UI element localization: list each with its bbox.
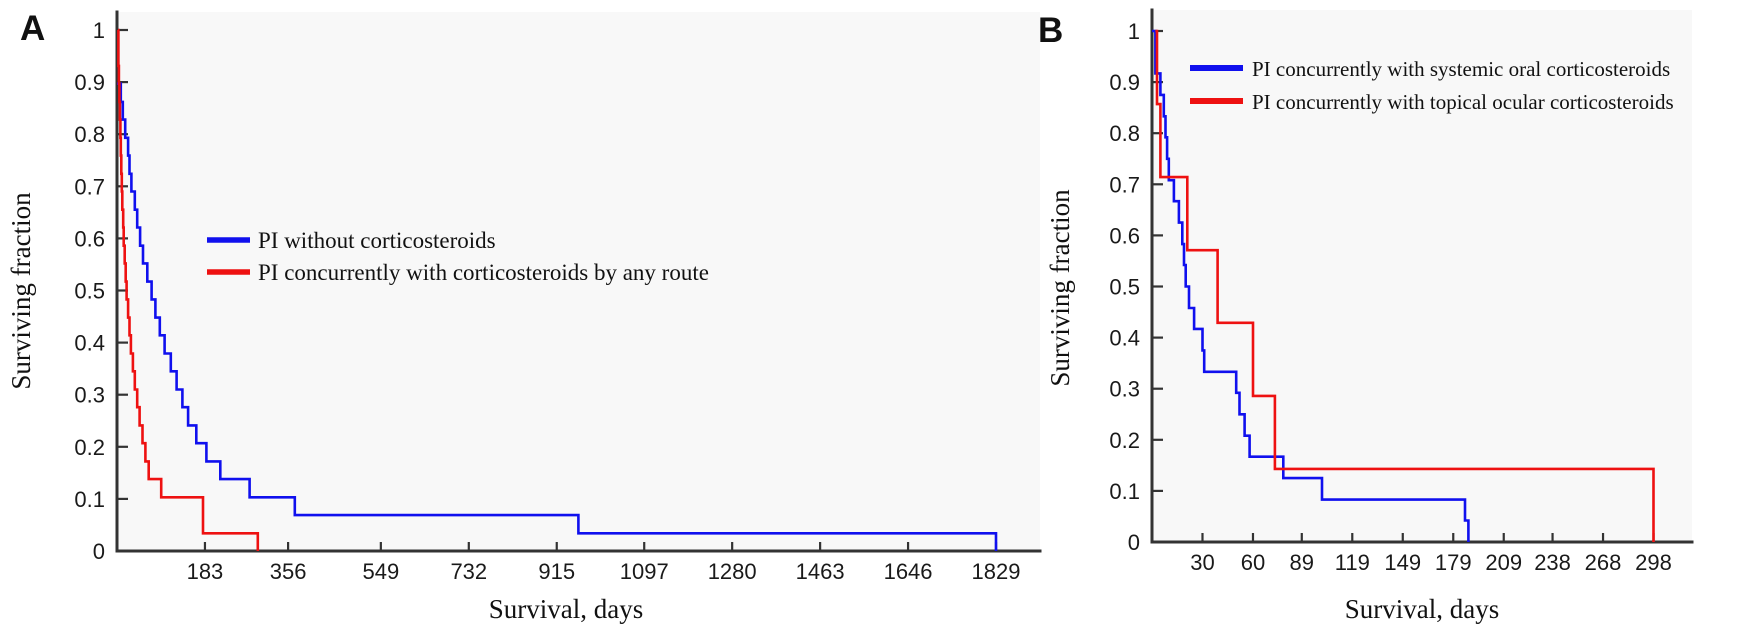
y-tick-label: 0.5 (1109, 275, 1140, 300)
x-tick-label: 149 (1384, 550, 1421, 575)
x-tick-label: 119 (1335, 550, 1370, 575)
survival-curve (1155, 29, 1655, 542)
panel-a: 183 356 549 732 915 1097 1280 1463 1646 1829 0 0.1 0… (6, 9, 1042, 624)
x-tick-label: 915 (538, 559, 575, 584)
survival-curve (117, 82, 998, 551)
y-tick-label: 1 (1128, 19, 1140, 44)
y-tick-label: 0.8 (1109, 121, 1140, 146)
legend-label: PI without corticosteroids (258, 228, 496, 253)
y-tick-label: 0.6 (1109, 223, 1140, 248)
x-tick-label: 356 (270, 559, 307, 584)
x-tick-label: 209 (1485, 550, 1522, 575)
y-tick-label: 0.1 (1109, 479, 1140, 504)
panel-b-x-axis-title: Survival, days (1345, 594, 1500, 624)
panel-b: 30 60 89 119 149 179 209 238 268 298 0 0.1 0.2 0.3 0.4… (1038, 8, 1694, 624)
panel-b-y-axis-title: Surviving fraction (1045, 189, 1075, 387)
legend-label: PI concurrently with topical ocular cort… (1252, 90, 1674, 114)
panel-a-curves (117, 28, 998, 551)
survival-curve (1152, 29, 1470, 542)
legend-label: PI concurrently with corticosteroids by … (258, 260, 709, 285)
panel-b-ticks: 30 60 89 119 149 179 209 238 268 298 0 0.1 0.2 0.3 0.4… (1109, 19, 1671, 575)
y-tick-label: 0 (93, 539, 105, 564)
y-tick-label: 0.9 (1109, 70, 1140, 95)
panel-a-letter: A (20, 9, 45, 48)
x-tick-label: 549 (362, 559, 399, 584)
plot-background (117, 12, 1040, 551)
y-tick-label: 0.3 (1109, 377, 1140, 402)
y-tick-label: 0.3 (74, 383, 105, 408)
panel-a-legend: PI without corticosteroids PI concurrentl… (207, 228, 709, 285)
x-tick-label: 1280 (708, 559, 757, 584)
x-tick-label: 1463 (796, 559, 845, 584)
y-tick-label: 0.4 (74, 331, 105, 356)
x-tick-label: 298 (1635, 550, 1672, 575)
y-tick-label: 0.7 (74, 174, 105, 199)
y-tick-label: 0.2 (74, 435, 105, 460)
panel-a-x-axis-title: Survival, days (489, 594, 644, 624)
y-tick-label: 0.9 (74, 70, 105, 95)
y-tick-label: 0.6 (74, 226, 105, 251)
survival-curve (117, 28, 260, 551)
y-tick-label: 0 (1128, 530, 1140, 555)
legend-label: PI concurrently with systemic oral corti… (1252, 57, 1670, 81)
x-tick-label: 179 (1435, 550, 1472, 575)
panel-a-plot-area (117, 12, 1040, 551)
x-tick-label: 732 (450, 559, 487, 584)
panel-a-y-axis-title: Surviving fraction (6, 192, 36, 390)
y-tick-label: 0.7 (1109, 172, 1140, 197)
y-tick-label: 0.1 (74, 487, 105, 512)
x-tick-label: 1097 (620, 559, 669, 584)
x-tick-label: 1646 (884, 559, 933, 584)
y-tick-label: 0.8 (74, 122, 105, 147)
y-tick-label: 0.2 (1109, 428, 1140, 453)
y-tick-label: 0.5 (74, 279, 105, 304)
panel-b-legend: PI concurrently with systemic oral corti… (1190, 57, 1674, 114)
x-tick-label: 183 (187, 559, 224, 584)
panel-b-letter: B (1038, 11, 1063, 50)
x-tick-label: 60 (1241, 550, 1265, 575)
x-tick-label: 30 (1190, 550, 1214, 575)
x-tick-label: 1829 (972, 559, 1021, 584)
x-tick-label: 268 (1585, 550, 1622, 575)
y-tick-label: 0.4 (1109, 326, 1140, 351)
x-tick-label: 89 (1290, 550, 1314, 575)
x-tick-label: 238 (1534, 550, 1571, 575)
panel-b-curves (1152, 29, 1655, 542)
y-tick-label: 1 (93, 18, 105, 43)
panel-a-ticks: 183 356 549 732 915 1097 1280 1463 1646 1829 0 0.1 0… (74, 18, 1020, 584)
